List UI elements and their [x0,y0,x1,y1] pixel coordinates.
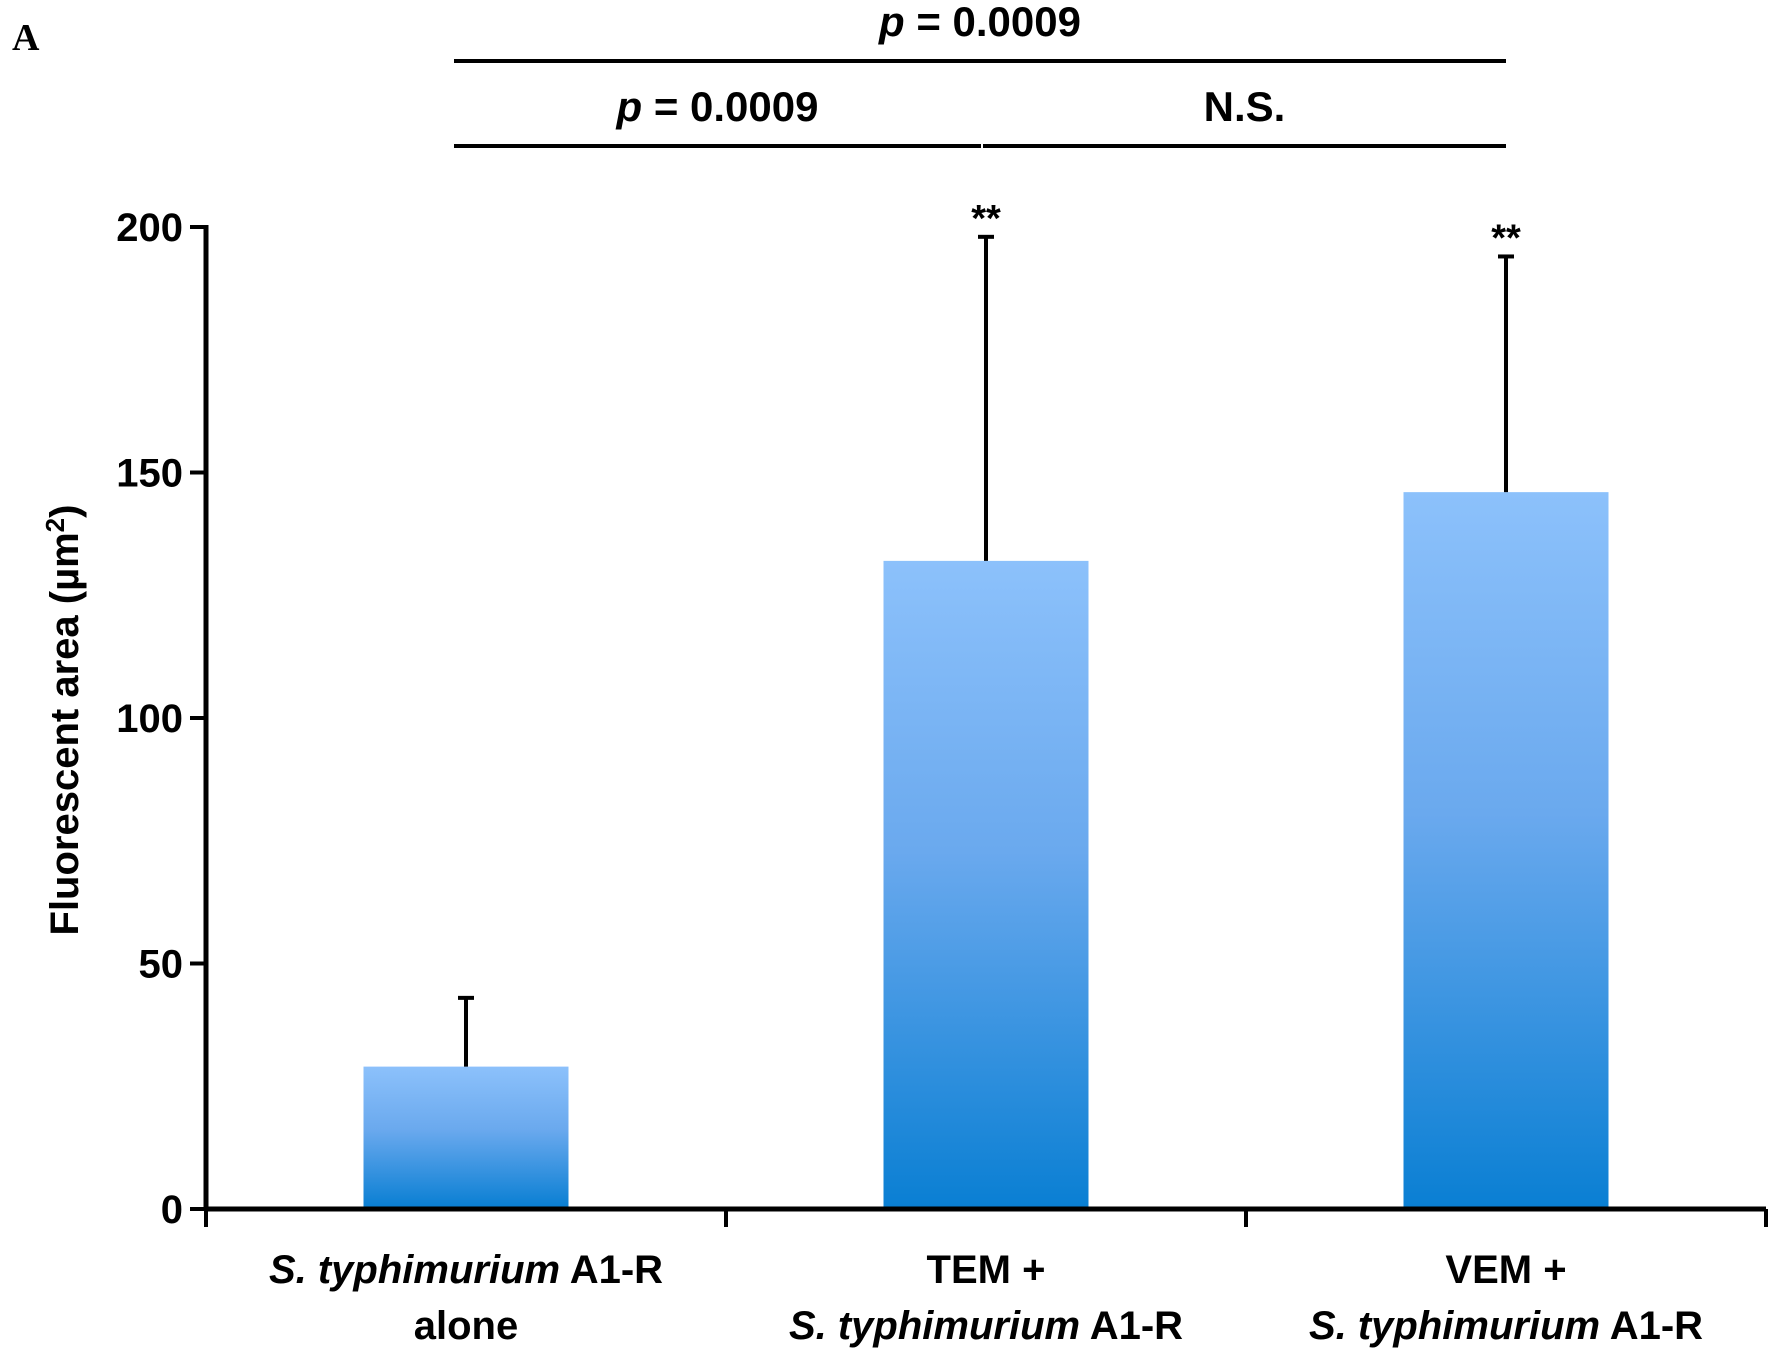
bar [883,560,1089,1207]
x-tick-label-line: S. typhimurium A1-R [1309,1304,1703,1348]
bar [1403,492,1609,1207]
species-name: S. typhimurium [1309,1304,1600,1348]
y-tick-label: 50 [139,943,184,987]
x-axis-labels: S. typhimurium A1-R alone TEM + S. typhimur… [269,1248,1703,1348]
label-text: A1-R [1600,1304,1703,1348]
label-text: A1-R [1080,1304,1183,1348]
y-axis-ticks: 0 50 100 150 200 [116,206,206,1232]
comparison-value: N.S. [1204,83,1286,130]
comparison-bracket: p = 0.0009 [454,83,981,148]
significance-asterisks: ** [1491,217,1521,259]
comparison-value: = 0.0009 [905,0,1081,45]
species-name: S. typhimurium [789,1304,1080,1348]
x-tick-label: S. typhimurium A1-R alone [269,1248,663,1348]
x-tick-label-line: S. typhimurium A1-R [269,1248,663,1292]
x-tick-label-line: VEM + [1445,1248,1566,1292]
panel-label: A [12,17,40,59]
species-name: S. typhimurium [269,1248,560,1292]
x-tick-label: VEM + S. typhimurium A1-R [1309,1248,1703,1348]
significance-asterisks: ** [971,198,1001,240]
bars [363,492,1609,1207]
comparison-label: p = 0.0009 [878,0,1081,45]
y-tick-label: 100 [116,697,183,741]
x-tick-label-line: alone [414,1304,518,1348]
bar [363,1066,569,1207]
error-bar [978,234,994,561]
comparison-bracket: p = 0.0009 [454,0,1506,63]
y-tick-label: 150 [116,452,183,496]
y-tick-label: 200 [116,206,183,250]
label-text: alone [414,1304,518,1348]
error-bars [458,234,1514,1067]
comparison-value: = 0.0009 [642,83,818,130]
p-symbol: p [616,83,643,130]
p-symbol: p [878,0,905,45]
comparison-label: N.S. [1204,83,1286,130]
y-axis-label: Fluorescent area (µm2) [40,505,87,936]
y-tick-label: 0 [161,1188,183,1232]
label-text: A1-R [560,1248,663,1292]
label-text: TEM + [927,1248,1046,1292]
x-axis-ticks [204,1209,1768,1227]
error-bar [458,995,474,1067]
error-bar [1498,254,1514,493]
x-tick-label: TEM + S. typhimurium A1-R [789,1248,1183,1348]
comparison-label: p = 0.0009 [616,83,819,130]
comparison-bracket: N.S. [983,83,1506,148]
x-tick-label-line: S. typhimurium A1-R [789,1304,1183,1348]
significance-marks: ** ** [971,198,1521,260]
x-tick-label-line: TEM + [927,1248,1046,1292]
label-text: VEM + [1445,1248,1566,1292]
